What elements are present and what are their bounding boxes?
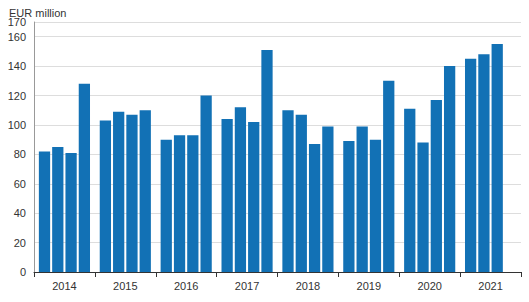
svg-text:100: 100 bbox=[8, 119, 26, 131]
svg-text:2017: 2017 bbox=[235, 280, 259, 292]
svg-text:EUR million: EUR million bbox=[9, 7, 66, 19]
svg-text:2014: 2014 bbox=[52, 280, 76, 292]
svg-text:40: 40 bbox=[14, 207, 26, 219]
svg-text:140: 140 bbox=[8, 60, 26, 72]
svg-text:20: 20 bbox=[14, 237, 26, 249]
svg-text:170: 170 bbox=[7, 16, 26, 28]
svg-text:120: 120 bbox=[8, 90, 26, 102]
svg-text:80: 80 bbox=[14, 148, 26, 160]
svg-text:0: 0 bbox=[20, 266, 26, 278]
svg-text:2019: 2019 bbox=[357, 280, 381, 292]
svg-text:2020: 2020 bbox=[417, 280, 441, 292]
svg-text:2018: 2018 bbox=[296, 280, 320, 292]
svg-text:60: 60 bbox=[14, 178, 26, 190]
svg-text:2016: 2016 bbox=[174, 280, 198, 292]
svg-text:160: 160 bbox=[8, 31, 26, 43]
svg-text:2021: 2021 bbox=[478, 280, 502, 292]
svg-text:2015: 2015 bbox=[113, 280, 137, 292]
